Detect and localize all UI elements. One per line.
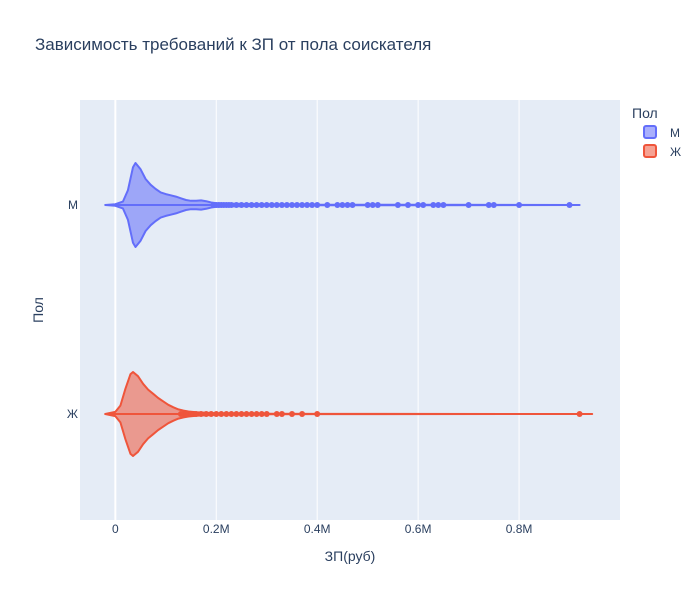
outlier-point [344,202,351,208]
x-tick-label: 0.2M [203,522,230,536]
plot-background [80,100,620,520]
outlier-point [223,411,230,417]
legend-item-zh[interactable]: Ж [643,144,681,159]
outlier-point [369,202,376,208]
outlier-point [349,202,356,208]
gridlines [114,100,520,520]
outlier-point [258,202,265,208]
x-axis-title: ЗП(руб) [325,548,376,564]
outlier-point [203,411,210,417]
outlier-point [314,202,321,208]
x-tick-label: 0.4M [304,522,331,536]
outlier-point [299,202,306,208]
outlier-point [243,202,250,208]
legend-label-zh: Ж [670,145,681,159]
violins [104,162,594,457]
outlier-point [218,411,225,417]
outlier-point [324,202,331,208]
outlier-point [198,411,205,417]
outlier-point [278,202,285,208]
legend-title: Пол [632,105,658,121]
legend-swatch-m [643,125,657,139]
legend: Пол М Ж [632,105,681,159]
outlier-point [273,411,280,417]
y-tick-label: Ж [67,407,78,421]
y-axis-title: Пол [30,297,46,323]
outlier-point [268,202,275,208]
outlier-point [248,202,255,208]
outlier-point [294,202,300,208]
outlier-point [415,202,422,208]
outlier-point [314,411,321,417]
outlier-point [566,202,573,208]
outlier-point [289,411,295,417]
outlier-point [304,202,311,208]
outlier-point [228,411,235,417]
violin-series[interactable] [104,371,594,457]
outlier-point [233,202,240,208]
x-tick-label: 0.8M [506,522,533,536]
x-tick-label: 0.6M [405,522,432,536]
outlier-point [233,411,240,417]
outlier-point [253,411,260,417]
outlier-point [420,202,427,208]
outlier-point [374,202,381,208]
outlier-point [334,202,341,208]
outlier-point [430,202,437,208]
outlier-point [576,411,583,417]
legend-item-m[interactable]: М [643,125,680,140]
outlier-point [258,411,265,417]
legend-swatch-zh [643,144,657,158]
outlier-point [435,202,442,208]
outlier-point [248,411,255,417]
outlier-point [193,411,200,417]
outlier-point [243,411,250,417]
outlier-point [213,411,220,417]
outlier-point [364,202,371,208]
outlier-point [490,202,497,208]
x-tick-label: 0 [112,522,119,536]
outlier-point [299,411,306,417]
outlier-point [228,202,235,208]
outlier-point [283,202,290,208]
outlier-point [253,202,260,208]
outlier-point [208,411,215,417]
chart-title: Зависимость требований к ЗП от пола соис… [35,35,431,54]
outlier-point [485,202,492,208]
outlier-point [516,202,523,208]
outlier-point [273,202,280,208]
outlier-point [238,411,245,417]
outlier-point [263,202,270,208]
violin-series[interactable] [104,162,581,248]
y-tick-label: М [68,198,78,212]
outlier-point [465,202,472,208]
outlier-point [263,411,270,417]
tick-labels: 0 0.2M 0.4M 0.6M 0.8M М Ж [67,198,533,536]
legend-label-m: М [670,126,680,140]
outlier-point [238,202,245,208]
outlier-point [289,202,295,208]
outlier-point [309,202,316,208]
outlier-point [405,202,411,208]
outlier-point [278,411,285,417]
outlier-point [394,202,401,208]
outlier-point [440,202,447,208]
outlier-point [339,202,346,208]
